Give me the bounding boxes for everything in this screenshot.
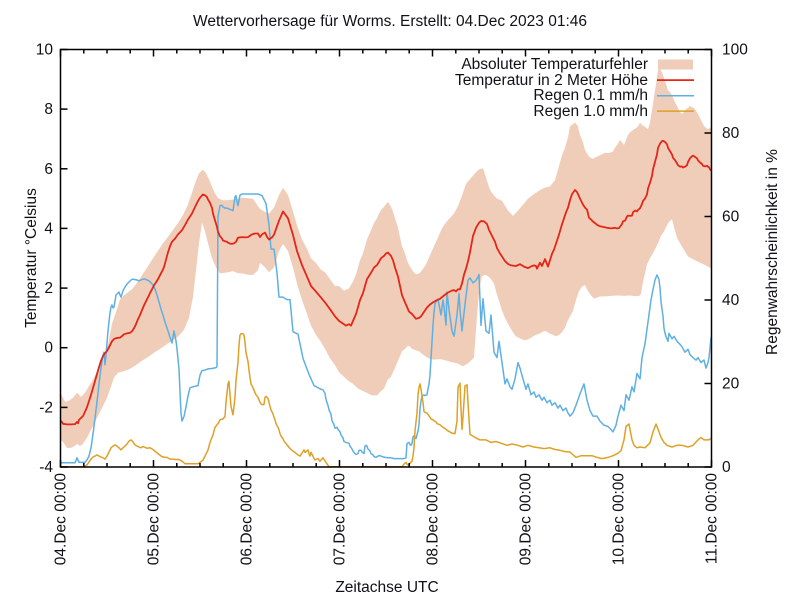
svg-text:06.Dec 00:00: 06.Dec 00:00 (239, 473, 256, 566)
svg-text:07.Dec 00:00: 07.Dec 00:00 (332, 473, 349, 566)
svg-text:40: 40 (722, 292, 740, 309)
svg-text:09.Dec 00:00: 09.Dec 00:00 (518, 473, 535, 566)
svg-text:08.Dec 00:00: 08.Dec 00:00 (425, 473, 442, 566)
svg-text:Zeitachse UTC: Zeitachse UTC (335, 579, 438, 596)
svg-text:-2: -2 (39, 399, 53, 416)
svg-text:11.Dec 00:00: 11.Dec 00:00 (704, 473, 721, 564)
svg-text:10.Dec 00:00: 10.Dec 00:00 (611, 473, 628, 566)
svg-text:05.Dec 00:00: 05.Dec 00:00 (146, 473, 163, 566)
svg-text:60: 60 (722, 209, 740, 226)
svg-text:100: 100 (722, 42, 748, 59)
svg-text:8: 8 (44, 101, 53, 118)
svg-text:0: 0 (722, 459, 731, 476)
svg-text:2: 2 (44, 280, 53, 297)
svg-text:Regen 1.0 mm/h: Regen 1.0 mm/h (533, 103, 648, 120)
svg-text:Regenwahrscheinlichkeit in %: Regenwahrscheinlichkeit in % (764, 149, 781, 355)
svg-text:80: 80 (722, 125, 740, 142)
svg-text:0: 0 (44, 340, 53, 357)
svg-text:Regen 0.1 mm/h: Regen 0.1 mm/h (533, 87, 648, 104)
svg-text:6: 6 (44, 161, 53, 178)
svg-text:4: 4 (44, 220, 53, 237)
svg-text:04.Dec 00:00: 04.Dec 00:00 (53, 473, 70, 566)
svg-text:Wettervorhersage für Worms. Er: Wettervorhersage für Worms. Erstellt: 04… (193, 13, 587, 30)
svg-text:Temperatur °Celsius: Temperatur °Celsius (23, 188, 40, 328)
svg-text:Absoluter Temperaturfehler: Absoluter Temperaturfehler (461, 56, 648, 73)
svg-text:-4: -4 (39, 459, 53, 476)
svg-text:10: 10 (36, 42, 54, 59)
svg-text:20: 20 (722, 376, 740, 393)
svg-text:Temperatur in 2 Meter Höhe: Temperatur in 2 Meter Höhe (455, 72, 648, 89)
